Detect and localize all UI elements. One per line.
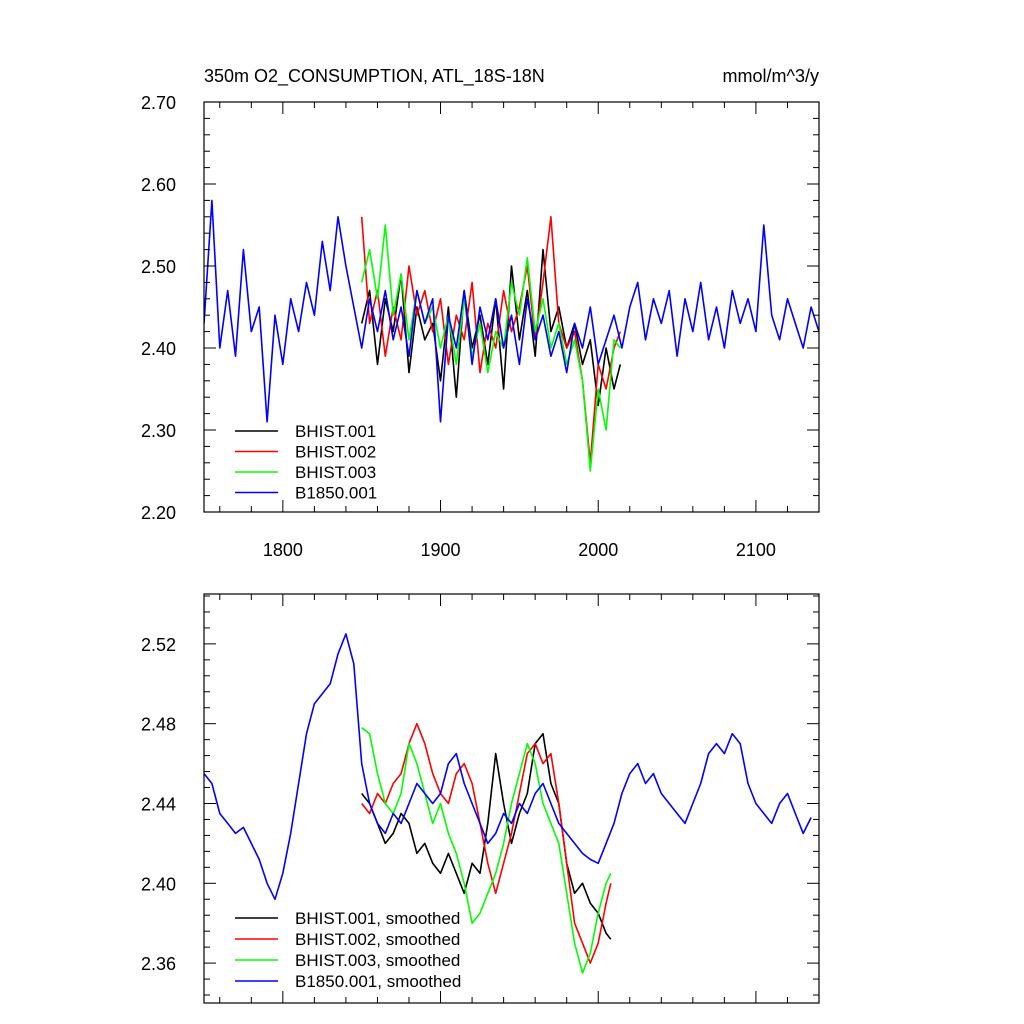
- y-tick-label: 2.70: [141, 93, 176, 113]
- series-line-3: [360, 224, 621, 472]
- y-tick-label: 2.52: [141, 635, 176, 655]
- x-tick-label: 2000: [578, 540, 618, 560]
- y-tick-label: 2.40: [141, 339, 176, 359]
- y-tick-label: 2.36: [141, 954, 176, 974]
- y-tick-label: 2.30: [141, 421, 176, 441]
- y-tick-label: 2.44: [141, 794, 176, 814]
- legend-label: B1850.001, smoothed: [295, 972, 461, 991]
- chart-title: 350m O2_CONSUMPTION, ATL_18S-18N: [204, 66, 545, 87]
- legend-label: BHIST.001: [295, 422, 376, 441]
- series-line-3: [361, 727, 612, 974]
- legend: BHIST.001, smoothed BHIST.002, smoothed BH…: [235, 909, 461, 991]
- y-tick-label: 2.40: [141, 874, 176, 894]
- x-tick-label: 1800: [263, 540, 303, 560]
- x-tick-label: 2100: [736, 540, 776, 560]
- plot-frame: [203, 593, 820, 1004]
- legend-label: B1850.001: [295, 484, 377, 503]
- legend-label: BHIST.002, smoothed: [295, 930, 460, 949]
- legend-label: BHIST.003, smoothed: [295, 951, 460, 970]
- series-line-2: [361, 722, 612, 964]
- legend-label: BHIST.002: [295, 443, 376, 462]
- y-tick-label: 2.60: [141, 175, 176, 195]
- series-line-1: [360, 248, 622, 407]
- chart-panel-1: 1800 1900 2000 2100 2.20 2.30 2.40 2.50 2.60 2.70…: [141, 66, 820, 560]
- y-tick-label: 2.20: [141, 503, 176, 523]
- series-group: [204, 199, 819, 472]
- plot-frame: [203, 101, 820, 513]
- chart-units: mmol/m^3/y: [723, 66, 819, 86]
- x-tick-label: 1900: [421, 540, 461, 560]
- legend-label: BHIST.001, smoothed: [295, 909, 460, 928]
- legend-label: BHIST.003: [295, 463, 376, 482]
- series-line-4: [204, 633, 812, 901]
- y-tick-label: 2.48: [141, 715, 176, 735]
- series-line-4: [204, 199, 819, 423]
- series-group: [204, 633, 812, 974]
- y-tick-label: 2.50: [141, 257, 176, 277]
